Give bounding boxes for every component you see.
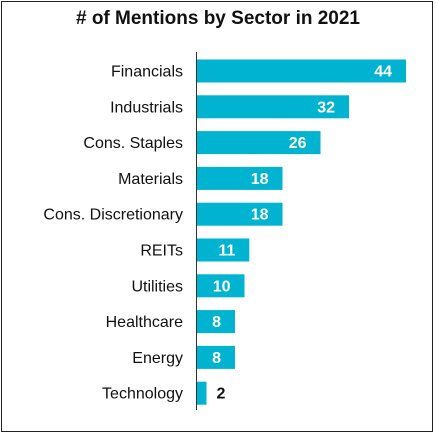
category-label: Materials <box>118 171 183 188</box>
bar-financials <box>197 59 406 83</box>
category-label: Financials <box>111 64 183 81</box>
category-label: Technology <box>102 386 183 403</box>
bar-cons-staples <box>197 131 321 155</box>
bar-reits <box>197 238 250 262</box>
bar-utilities <box>197 274 245 298</box>
bars-group: Financials 44 Industrials 32 Cons. Staples 26… <box>43 59 406 405</box>
value-label: 8 <box>212 350 221 367</box>
category-label: Cons. Staples <box>83 135 183 152</box>
category-label: Healthcare <box>106 314 183 331</box>
value-label: 18 <box>251 207 269 224</box>
category-label: Energy <box>132 350 183 367</box>
bar-cons-discretionary <box>197 202 283 226</box>
value-label: 32 <box>317 99 335 116</box>
value-label: 11 <box>218 243 235 260</box>
category-label: Cons. Discretionary <box>43 207 183 224</box>
value-label: 2 <box>217 386 226 403</box>
bar-energy <box>197 345 235 369</box>
value-label: 10 <box>213 278 231 295</box>
value-label: 18 <box>251 171 269 188</box>
value-label: 8 <box>212 314 221 331</box>
category-label: Utilities <box>131 278 183 295</box>
bar-materials <box>197 166 283 190</box>
bar-industrials <box>197 95 349 119</box>
category-label: Industrials <box>110 99 183 116</box>
value-label: 44 <box>374 64 392 81</box>
category-label: REITs <box>140 243 183 260</box>
bar-healthcare <box>197 310 235 334</box>
value-label: 26 <box>289 135 307 152</box>
chart-title: # of Mentions by Sector in 2021 <box>75 8 361 29</box>
bar-technology <box>197 381 207 405</box>
